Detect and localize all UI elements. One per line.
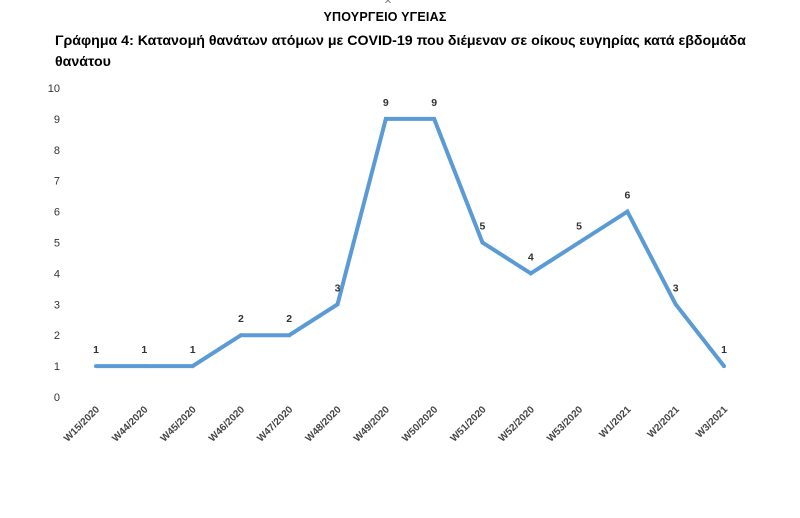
data-label: 5 — [480, 221, 486, 233]
y-tick-label: 1 — [54, 361, 60, 373]
x-axis: W15/2020 W44/2020 W45/2020 W46/2020 W47/2020… — [62, 404, 730, 444]
data-point — [94, 364, 98, 369]
x-tick-label: W50/2020 — [400, 404, 440, 444]
x-tick-label: W49/2020 — [352, 404, 392, 444]
data-label: 3 — [335, 282, 341, 294]
data-point — [383, 116, 388, 121]
x-tick-label: W53/2020 — [545, 404, 585, 444]
data-point — [625, 209, 630, 214]
series-line — [96, 116, 726, 369]
x-tick-label: W44/2020 — [110, 404, 150, 444]
y-tick-label: 0 — [54, 392, 60, 404]
cross-emblem-icon: ✕ — [383, 0, 393, 7]
data-point — [190, 364, 195, 369]
y-tick-label: 6 — [54, 207, 60, 219]
data-label: 2 — [238, 313, 244, 325]
x-tick-label: W2/2021 — [646, 404, 682, 440]
data-point — [480, 240, 485, 245]
data-point — [673, 302, 678, 307]
ministry-header: ΥΠΟΥΡΓΕΙΟ ΥΓΕΙΑΣ — [323, 10, 447, 24]
data-point — [432, 116, 437, 121]
chart-title: Γράφημα 4: Κατανομή θανάτων ατόμων με CO… — [55, 33, 746, 70]
y-tick-label: 8 — [54, 145, 60, 157]
data-label: 1 — [141, 344, 147, 356]
x-tick-label: W15/2020 — [62, 404, 102, 444]
data-labels: 1 1 1 2 2 3 9 9 5 4 5 6 3 1 — [93, 97, 727, 356]
x-tick-label: W46/2020 — [207, 404, 247, 444]
y-tick-label: 10 — [48, 83, 60, 95]
x-tick-label: W47/2020 — [255, 404, 295, 444]
data-label: 6 — [624, 190, 630, 202]
data-label: 1 — [93, 344, 99, 356]
data-point — [335, 302, 340, 307]
data-label: 5 — [576, 221, 582, 233]
y-tick-label: 3 — [54, 299, 60, 311]
data-point — [287, 333, 292, 338]
data-point — [238, 333, 243, 338]
data-label: 4 — [528, 251, 534, 263]
y-tick-label: 4 — [54, 268, 60, 280]
x-tick-label: W51/2020 — [449, 404, 489, 444]
y-tick-label: 5 — [54, 238, 60, 250]
x-tick-label: W48/2020 — [304, 404, 344, 444]
data-label: 3 — [673, 282, 679, 294]
data-point — [142, 364, 147, 369]
data-label: 1 — [190, 344, 196, 356]
data-label: 1 — [721, 344, 727, 356]
data-point — [577, 240, 582, 245]
y-tick-label: 7 — [54, 176, 60, 188]
data-label: 2 — [286, 313, 292, 325]
y-axis: 0 1 2 3 4 5 6 7 8 9 10 — [48, 83, 60, 404]
data-label: 9 — [383, 97, 389, 109]
x-tick-label: W45/2020 — [159, 404, 199, 444]
series-layer — [94, 116, 726, 369]
x-tick-label: W1/2021 — [597, 404, 633, 440]
x-tick-label: W3/2021 — [694, 404, 730, 440]
x-tick-label: W52/2020 — [497, 404, 537, 444]
data-label: 9 — [431, 97, 437, 109]
data-point — [528, 271, 533, 276]
y-tick-label: 9 — [54, 114, 60, 126]
data-point — [722, 364, 726, 369]
y-tick-label: 2 — [54, 330, 60, 342]
